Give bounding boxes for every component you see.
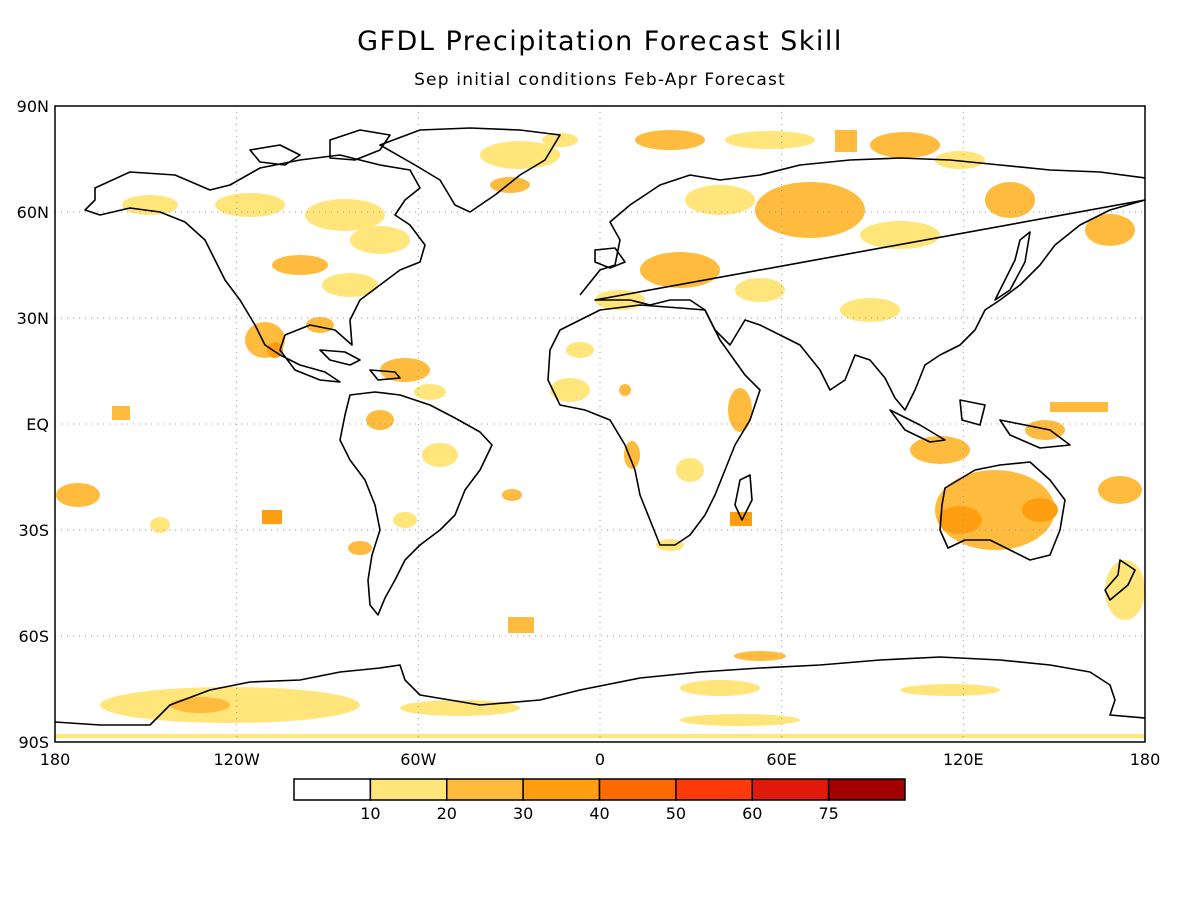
lon-label: 120E	[943, 750, 984, 769]
map-subtitle: Sep initial conditions Feb-Apr Forecast	[414, 70, 786, 90]
map-gridlines	[55, 106, 1145, 742]
map-title: GFDL Precipitation Forecast Skill	[357, 26, 843, 57]
legend-swatch	[598, 778, 677, 801]
lon-label: 180	[40, 750, 71, 769]
lon-label: 180	[1130, 750, 1161, 769]
legend-label: 50	[666, 804, 686, 823]
lon-label: 60E	[766, 750, 796, 769]
lat-label: EQ	[26, 415, 49, 434]
lat-label: 60N	[17, 203, 49, 222]
lat-label: 30S	[18, 521, 49, 540]
legend-swatch	[446, 778, 524, 801]
legend-label: 10	[360, 804, 380, 823]
lat-label: 30N	[17, 309, 49, 328]
coastlines	[54, 127, 1146, 726]
legend-label: 30	[513, 804, 533, 823]
lat-label: 90N	[17, 97, 49, 116]
lon-label: 60W	[400, 750, 436, 769]
color-legend	[293, 778, 906, 801]
skill-shading	[55, 130, 1145, 738]
legend-swatch	[522, 778, 601, 801]
latitude-labels: 90N 60N 30N EQ 30S 60S 90S	[17, 97, 49, 752]
legend-swatch	[369, 778, 448, 801]
legend-swatch	[293, 778, 372, 801]
legend-labels: 10 20 30 40 50 60 75	[360, 804, 839, 823]
map-frame	[54, 105, 1146, 743]
legend-swatch	[751, 778, 830, 801]
lat-label: 60S	[18, 627, 49, 646]
lon-label: 0	[595, 750, 605, 769]
lat-label: 90S	[18, 733, 49, 752]
legend-swatch	[675, 778, 753, 801]
lon-label: 120W	[213, 750, 260, 769]
longitude-labels: 180 120W 60W 0 60E 120E 180	[40, 750, 1161, 769]
legend-label: 60	[742, 804, 762, 823]
legend-label: 75	[818, 804, 838, 823]
legend-label: 40	[589, 804, 609, 823]
legend-swatch	[827, 778, 906, 801]
legend-label: 20	[437, 804, 457, 823]
